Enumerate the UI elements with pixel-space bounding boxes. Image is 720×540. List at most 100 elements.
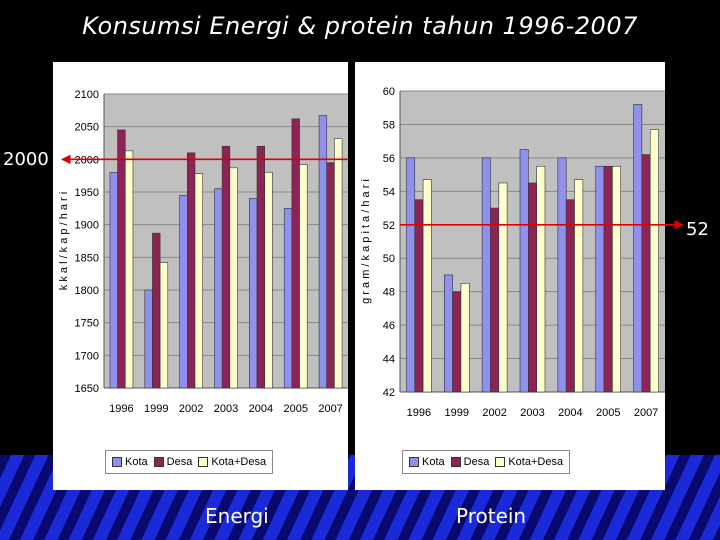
bar-kota-desa-2003 [229,167,238,389]
bar-kota-desa-2005 [299,164,308,389]
bar-kota-desa-1996 [422,179,432,393]
legend-label: Kota+Desa [211,456,267,468]
bar-desa-1999 [452,291,462,393]
slide-title: Konsumsi Energi & protein tahun 1996-200… [82,12,638,40]
bar-desa-2002 [187,152,196,389]
legend-label: Desa [166,456,193,468]
protein-chart-panel: 42 44 46 48 50 52 54 56 58 60 g r a m / k a p i t … [355,62,665,490]
y-tick-label: 46 [383,320,395,332]
bar-desa-2005 [291,118,300,389]
bar-kota-desa-2002 [498,182,508,393]
bar-kota-1996 [406,157,416,393]
legend-label: Kota+Desa [508,456,564,468]
bar-kota-desa-2007 [334,138,343,389]
bar-kota-desa-1999 [460,283,470,393]
y-tick-label: 54 [383,186,395,198]
y-tick-label: 48 [383,287,395,299]
bar-kota-desa-1996 [124,150,134,389]
bar-desa-2007 [641,154,651,393]
bar-kota-1999 [443,274,453,393]
bar-kota-2002 [179,194,188,389]
x-tick-label: 1996 [407,407,431,419]
y-tick-label: 1700 [75,350,99,362]
bar-desa-1996 [414,199,424,393]
y-tick-label: 1800 [75,285,99,297]
bar-kota-desa-2003 [536,165,546,393]
kota-desa-swatch-icon [495,457,506,467]
x-tick-label: 2002 [482,407,506,419]
kota-desa-swatch-icon [198,457,209,467]
protein-legend: Kota Desa Kota+Desa [402,450,571,474]
bar-kota-2003 [214,188,223,389]
x-tick-label: 2005 [283,403,307,415]
y-tick-label: 60 [383,86,395,98]
x-tick-label: 1996 [109,403,133,415]
legend-item-desa: Desa [153,456,193,468]
bar-kota-2005 [595,165,605,393]
x-tick-label: 1999 [445,407,469,419]
energi-chart: 1650 1700 1750 1800 1850 1900 1950 2000 2050 2100… [58,89,348,415]
y-tick-label: 1650 [75,383,99,395]
bar-desa-1999 [152,232,161,389]
desa-swatch-icon [450,457,461,467]
bar-desa-2003 [528,182,537,393]
bar-desa-2007 [326,162,335,389]
kota-swatch-icon [112,457,122,467]
bar-desa-2004 [565,199,575,393]
bar-kota-desa-2005 [612,165,622,393]
desa-swatch-icon [153,457,164,467]
y-tick-label: 52 [383,220,395,232]
legend-item-kota: Kota [112,456,148,468]
energi-legend: Kota Desa Kota+Desa [105,450,274,474]
x-tick-label: 2007 [634,407,658,419]
protein-chart: 42 44 46 48 50 52 54 56 58 60 g r a m / k a p i t … [360,86,665,419]
bar-kota-desa-1999 [159,262,169,389]
legend-label: Kota [125,456,148,468]
y-tick-label: 2000 [75,154,99,166]
y-tick-label: 56 [383,153,395,165]
y-tick-label: 1750 [75,318,99,330]
y-tick-label: 1900 [75,220,99,232]
bar-kota-1996 [109,172,118,389]
protein-caption: Protein [456,504,527,528]
bar-desa-2002 [490,207,500,393]
y-axis-label: k k a l / k a p / h a r i [58,192,70,290]
x-tick-label: 2004 [558,407,582,419]
legend-item-kota: Kota [409,456,445,468]
bar-kota-desa-2004 [264,172,273,389]
x-tick-label: 1999 [144,403,168,415]
y-tick-label: 44 [383,354,395,366]
bar-kota-2003 [519,149,529,393]
y-axis-label: g r a m / k a p i t a / h a r i [360,179,372,304]
x-tick-label: 2003 [520,407,544,419]
energi-chart-panel: 1650 1700 1750 1800 1850 1900 1950 2000 2050 2100… [53,62,348,490]
x-tick-label: 2007 [318,403,342,415]
energi-reference-label: 2000 [3,149,49,170]
kota-swatch-icon [409,457,419,467]
bar-desa-2004 [256,145,265,389]
bar-kota-2004 [557,157,567,393]
y-tick-label: 1850 [75,252,99,264]
bar-kota-2007 [318,115,328,389]
legend-label: Desa [463,456,490,468]
bar-kota-desa-2002 [194,173,203,389]
y-tick-label: 2050 [75,122,99,134]
legend-item-kota-desa: Kota+Desa [198,456,266,468]
bar-desa-2005 [603,165,613,393]
x-tick-label: 2004 [249,403,273,415]
x-tick-label: 2002 [179,403,203,415]
bar-kota-desa-2004 [574,179,584,393]
y-tick-label: 1950 [75,187,99,199]
bar-desa-2003 [221,145,231,389]
protein-reference-label: 52 [686,219,709,240]
y-tick-label: 58 [383,119,395,131]
bar-kota-2002 [481,157,491,393]
x-tick-label: 2003 [214,403,238,415]
bar-desa-1996 [117,129,126,389]
bar-kota-2004 [249,198,258,389]
y-tick-label: 42 [383,387,395,399]
y-tick-label: 2100 [75,89,99,101]
bar-kota-2007 [633,104,643,393]
legend-label: Kota [422,456,445,468]
x-tick-label: 2005 [596,407,620,419]
